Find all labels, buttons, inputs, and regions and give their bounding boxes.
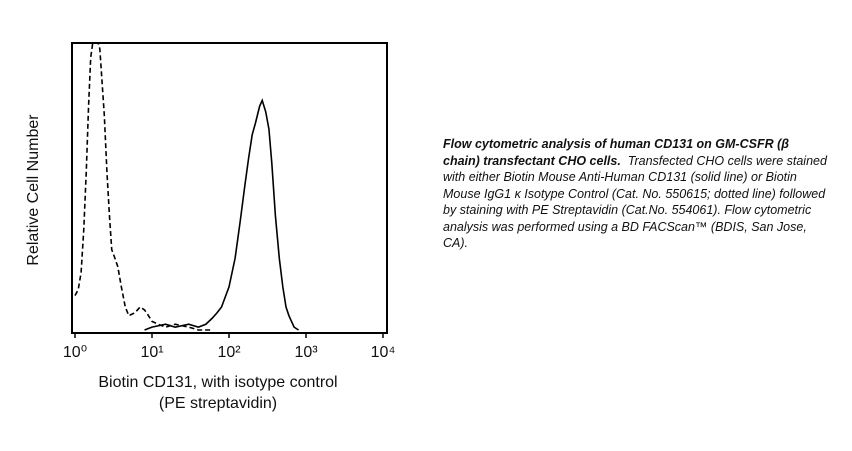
caption-bold: Flow cytometric analysis of human CD131 … <box>443 137 790 168</box>
x-axis-label: Biotin CD131, with isotype control <box>98 374 337 391</box>
x-tick-label: 10² <box>217 344 241 361</box>
chart: Relative Cell Number Biotin CD131, with … <box>25 42 396 412</box>
x-tick-label: 10⁰ <box>63 344 87 361</box>
histogram-line <box>74 43 212 331</box>
x-axis-label: (PE streptavidin) <box>159 395 277 412</box>
caption-text: Transfected CHO cells were stained with … <box>443 153 827 251</box>
x-tick-label: 10¹ <box>140 344 163 361</box>
caption: Flow cytometric analysis of human CD131 … <box>443 136 828 252</box>
x-tick-label: 10⁴ <box>371 344 396 361</box>
plot-frame <box>71 42 388 334</box>
histogram-line <box>144 98 299 331</box>
x-tick-label: 10³ <box>294 344 318 361</box>
y-axis-label: Relative Cell Number <box>25 114 42 266</box>
